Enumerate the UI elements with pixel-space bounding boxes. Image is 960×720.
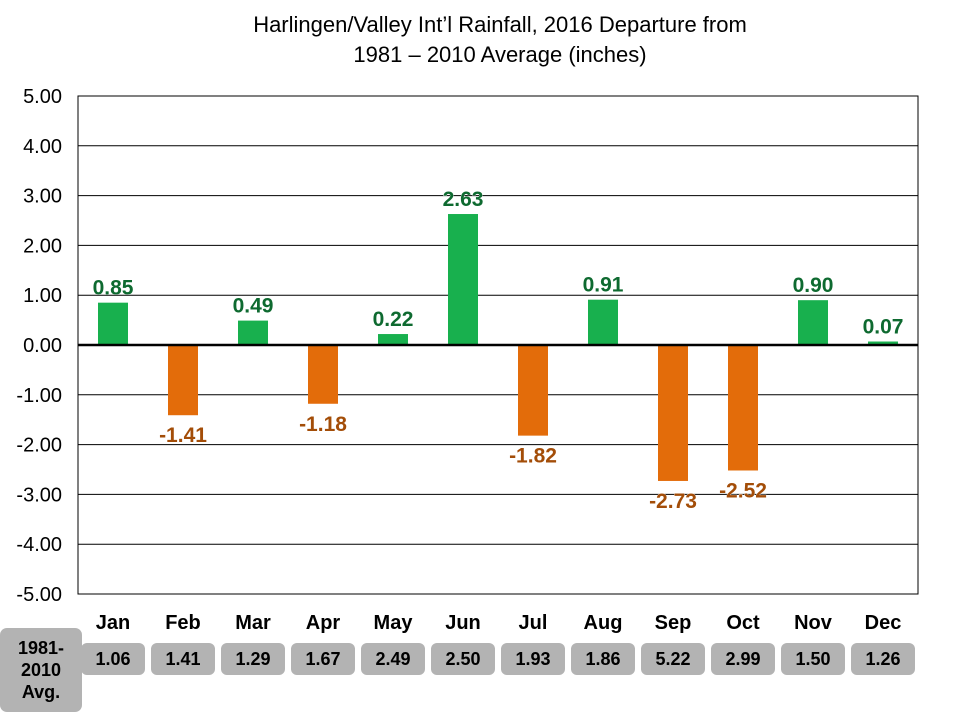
y-tick-label: 1.00: [23, 285, 62, 307]
chart-title: Harlingen/Valley Int’l Rainfall, 2016 De…: [0, 10, 960, 70]
x-tick-label: Jun: [445, 612, 481, 634]
y-tick-label: 5.00: [23, 86, 62, 108]
average-value: 1.06: [81, 643, 145, 675]
bar: [518, 345, 548, 436]
average-value: 1.26: [851, 643, 915, 675]
y-tick-label: 3.00: [23, 186, 62, 208]
data-label: 0.07: [863, 316, 904, 339]
y-tick-label: -2.00: [16, 435, 62, 457]
x-tick-label: Aug: [584, 612, 623, 634]
average-row-label: 1981- 2010 Avg.: [0, 628, 82, 712]
bar: [98, 302, 128, 345]
average-value: 1.86: [571, 643, 635, 675]
data-label: -2.52: [719, 479, 767, 502]
x-tick-label: Jul: [519, 612, 548, 634]
x-tick-label: Nov: [794, 612, 833, 634]
average-value: 1.29: [221, 643, 285, 675]
bar: [658, 345, 688, 481]
x-tick-label: Oct: [726, 612, 760, 634]
data-label: -1.82: [509, 445, 557, 468]
bar: [308, 345, 338, 404]
average-value: 1.41: [151, 643, 215, 675]
x-tick-label: Mar: [235, 612, 271, 634]
average-value: 2.99: [711, 643, 775, 675]
data-label: 0.90: [793, 274, 834, 297]
y-tick-label: 4.00: [23, 136, 62, 158]
y-tick-label: -1.00: [16, 385, 62, 407]
average-value: 2.49: [361, 643, 425, 675]
data-label: -1.18: [299, 413, 347, 436]
bar: [868, 341, 898, 345]
data-label: 0.22: [373, 308, 414, 331]
data-label: 0.85: [93, 277, 134, 300]
average-value: 2.50: [431, 643, 495, 675]
x-tick-label: Dec: [865, 612, 902, 634]
bar: [798, 300, 828, 345]
average-value: 1.50: [781, 643, 845, 675]
x-tick-label: May: [374, 612, 414, 634]
bar: [168, 345, 198, 416]
bar: [588, 299, 618, 345]
chart-title-line-2: 1981 – 2010 Average (inches): [353, 42, 647, 67]
bar: [238, 320, 268, 345]
data-label: 2.63: [443, 188, 484, 211]
y-tick-label: -4.00: [16, 534, 62, 556]
data-label: 0.91: [583, 274, 624, 297]
y-tick-label: -3.00: [16, 484, 62, 506]
x-tick-label: Apr: [306, 612, 341, 634]
y-tick-label: -5.00: [16, 584, 62, 606]
y-tick-label: 0.00: [23, 335, 62, 357]
bar: [378, 334, 408, 345]
bar: [448, 214, 478, 345]
x-tick-label: Feb: [165, 612, 201, 634]
chart-title-line-1: Harlingen/Valley Int’l Rainfall, 2016 De…: [253, 12, 747, 37]
data-label: -2.73: [649, 490, 697, 513]
data-label: -1.41: [159, 424, 207, 447]
average-value: 1.93: [501, 643, 565, 675]
data-label: 0.49: [233, 295, 274, 318]
y-tick-label: 2.00: [23, 235, 62, 257]
average-value: 1.67: [291, 643, 355, 675]
bar: [728, 345, 758, 471]
average-value: 5.22: [641, 643, 705, 675]
x-tick-label: Jan: [96, 612, 130, 634]
x-tick-label: Sep: [655, 612, 692, 634]
